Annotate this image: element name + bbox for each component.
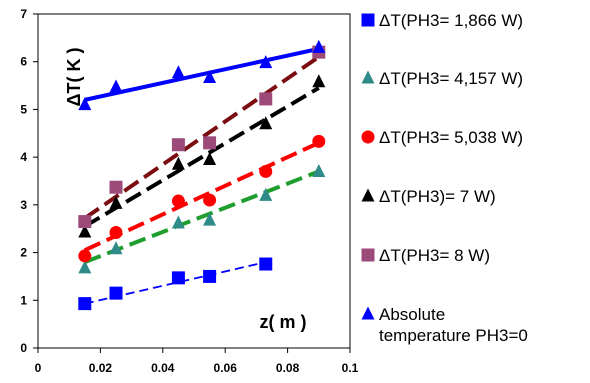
data-point [78, 249, 92, 263]
data-point [312, 39, 326, 53]
data-point [203, 193, 217, 207]
legend-label: Absolute temperature PH3=0 [379, 305, 528, 345]
data-point [203, 269, 217, 283]
data-point [78, 215, 92, 229]
x-axis-ticks: 0 0.02 0.04 0.06 0.08 0.1 [35, 348, 359, 375]
data-point [171, 156, 185, 170]
y-tick-label: 3 [20, 198, 27, 212]
legend-marker [361, 13, 375, 27]
data-point [259, 55, 273, 69]
y-tick-label: 5 [20, 102, 27, 116]
data-point [78, 297, 92, 311]
data-markers [78, 39, 326, 311]
legend-label: ΔT(PH3= 8 W) [379, 246, 490, 265]
y-tick-label: 2 [20, 246, 27, 260]
legend-marker [361, 130, 375, 144]
data-point [203, 136, 217, 150]
data-point [109, 286, 123, 300]
data-point [312, 74, 326, 88]
x-tick-label: 0.04 [151, 361, 175, 375]
trendline [83, 141, 320, 253]
x-tick-label: 0.02 [89, 361, 113, 375]
x-tick-label: 0.08 [276, 361, 300, 375]
data-point [203, 152, 217, 166]
y-axis-title: ΔT( K ) [64, 48, 84, 107]
data-point [259, 164, 273, 178]
legend-marker [361, 188, 375, 202]
x-tick-label: 0.1 [342, 361, 359, 375]
data-point [171, 65, 185, 79]
data-point [171, 138, 185, 152]
legend-label: ΔT(PH3)= 7 W) [379, 187, 496, 206]
y-tick-label: 0 [20, 341, 27, 355]
data-point [259, 187, 273, 201]
data-point [109, 79, 123, 93]
data-point [78, 224, 92, 238]
legend-label: ΔT(PH3= 5,038 W) [379, 128, 523, 147]
data-point [203, 69, 217, 83]
data-point [203, 212, 217, 226]
data-point [78, 97, 92, 111]
y-tick-label: 1 [20, 293, 27, 307]
data-point [109, 195, 123, 209]
x-tick-label: 0.06 [214, 361, 238, 375]
data-point [259, 257, 273, 271]
y-axis-ticks: 0 1 2 3 4 5 6 7 [20, 7, 38, 355]
legend-marker [361, 248, 375, 262]
data-point [312, 134, 326, 148]
data-point [109, 180, 123, 194]
x-axis-title: z( m ) [260, 312, 307, 332]
data-point [78, 260, 92, 274]
data-point [171, 271, 185, 285]
y-tick-label: 6 [20, 55, 27, 69]
legend: ΔT(PH3= 1,866 W) ΔT(PH3= 4,157 W) ΔT(PH3= … [361, 11, 528, 345]
y-tick-label: 7 [20, 7, 27, 21]
data-point [171, 215, 185, 229]
data-point [109, 241, 123, 255]
data-point [312, 163, 326, 177]
legend-label: ΔT(PH3= 4,157 W) [379, 69, 523, 88]
x-tick-label: 0 [35, 361, 42, 375]
data-point [259, 92, 273, 106]
legend-marker [361, 306, 375, 320]
legend-label: ΔT(PH3= 1,866 W) [379, 11, 523, 30]
trendline [83, 86, 320, 229]
data-point [171, 194, 185, 208]
legend-marker [361, 70, 375, 84]
trendline [84, 46, 320, 102]
trendline [84, 169, 320, 264]
data-point [109, 226, 123, 240]
data-point [259, 116, 273, 130]
y-tick-label: 4 [20, 150, 27, 164]
